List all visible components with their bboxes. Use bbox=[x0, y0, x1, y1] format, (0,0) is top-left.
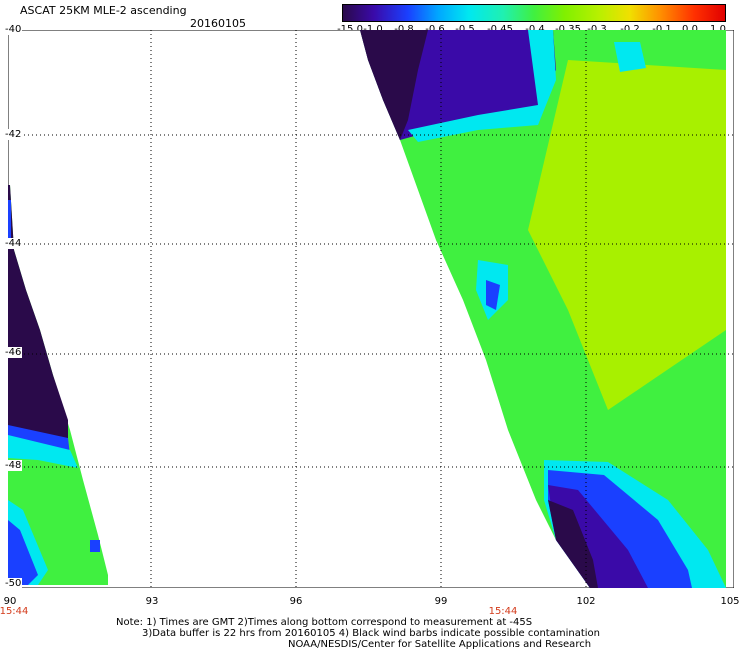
time-label: 15:44 bbox=[488, 606, 518, 617]
plot-date: 20160105 bbox=[190, 17, 246, 30]
swath-left-spot-blue bbox=[90, 540, 100, 552]
wind-map bbox=[8, 30, 734, 588]
swath-left-top-blue bbox=[8, 200, 11, 245]
time-label: 15:44 bbox=[0, 606, 29, 617]
lat-label: -50 bbox=[4, 578, 23, 589]
swath-left-top-dark bbox=[8, 185, 68, 450]
swath-layer bbox=[8, 30, 726, 588]
lat-label: -42 bbox=[4, 129, 23, 140]
swath-left-base bbox=[8, 185, 108, 585]
lon-label: 93 bbox=[145, 596, 159, 607]
footer-credit: NOAA/NESDIS/Center for Satellite Applica… bbox=[288, 639, 592, 650]
swath-left-bottom-blue bbox=[8, 520, 38, 585]
lat-label: -44 bbox=[4, 238, 23, 249]
swath-right-top-dark bbox=[360, 30, 428, 140]
swath-right-spot-cyan bbox=[614, 42, 646, 72]
colorbar bbox=[342, 4, 726, 22]
lat-label: -48 bbox=[4, 460, 23, 471]
plot-title: ASCAT 25KM MLE-2 ascending bbox=[20, 4, 187, 17]
lon-label: 90 bbox=[3, 596, 17, 607]
swath-right-lime bbox=[528, 60, 726, 410]
lon-label: 102 bbox=[576, 596, 596, 607]
lon-label: 105 bbox=[720, 596, 740, 607]
swath-right-top-cyan bbox=[408, 30, 556, 142]
swath-left-mid-cyan bbox=[8, 435, 78, 468]
lat-label: -46 bbox=[4, 347, 23, 358]
swath-right-mid-blue bbox=[486, 280, 500, 310]
footer-note: 3)Data buffer is 22 hrs from 20160105 4)… bbox=[142, 628, 600, 639]
graticule bbox=[8, 30, 734, 588]
footer-note: Note: 1) Times are GMT 2)Times along bot… bbox=[116, 617, 533, 628]
lat-label: -40 bbox=[4, 24, 23, 35]
lon-label: 99 bbox=[434, 596, 448, 607]
lon-label: 96 bbox=[289, 596, 303, 607]
